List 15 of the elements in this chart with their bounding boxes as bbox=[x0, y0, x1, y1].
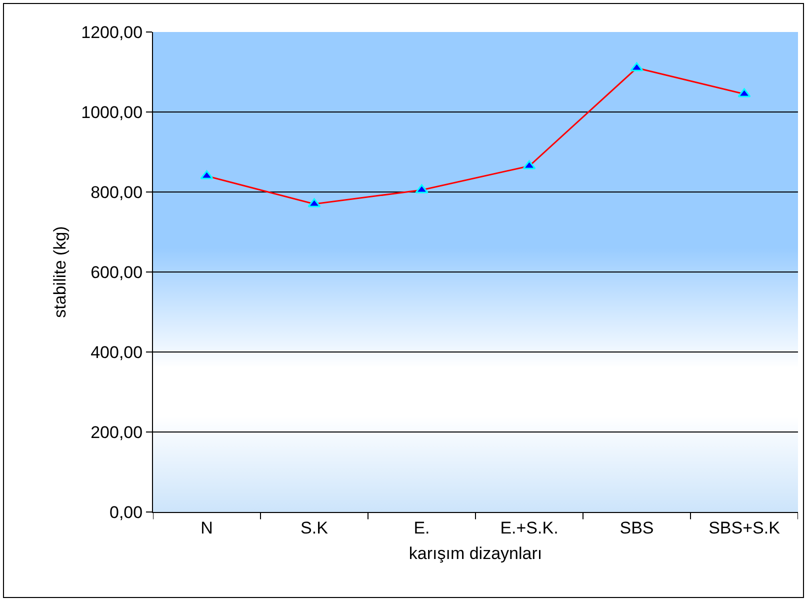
x-tick-label: SBS+S.K bbox=[708, 518, 781, 538]
y-tick-label: 1000,00 bbox=[81, 102, 143, 122]
y-tick-label: 200,00 bbox=[90, 422, 143, 442]
y-tick-label: 0,00 bbox=[110, 502, 143, 522]
x-tick-label: E. bbox=[414, 518, 430, 538]
y-tick-label: 800,00 bbox=[90, 182, 143, 202]
x-tick-label: E.+S.K. bbox=[500, 518, 558, 538]
y-tick-label: 1200,00 bbox=[81, 22, 143, 42]
x-tick-label: N bbox=[200, 518, 213, 538]
y-tick-label: 400,00 bbox=[90, 342, 143, 362]
x-axis-title: karışım dizaynları bbox=[408, 544, 542, 563]
y-tick-label: 600,00 bbox=[90, 262, 143, 282]
x-tick-label: SBS bbox=[620, 518, 654, 538]
x-tick-label: S.K bbox=[300, 518, 329, 538]
y-axis-title: stabilite (kg) bbox=[50, 226, 70, 318]
